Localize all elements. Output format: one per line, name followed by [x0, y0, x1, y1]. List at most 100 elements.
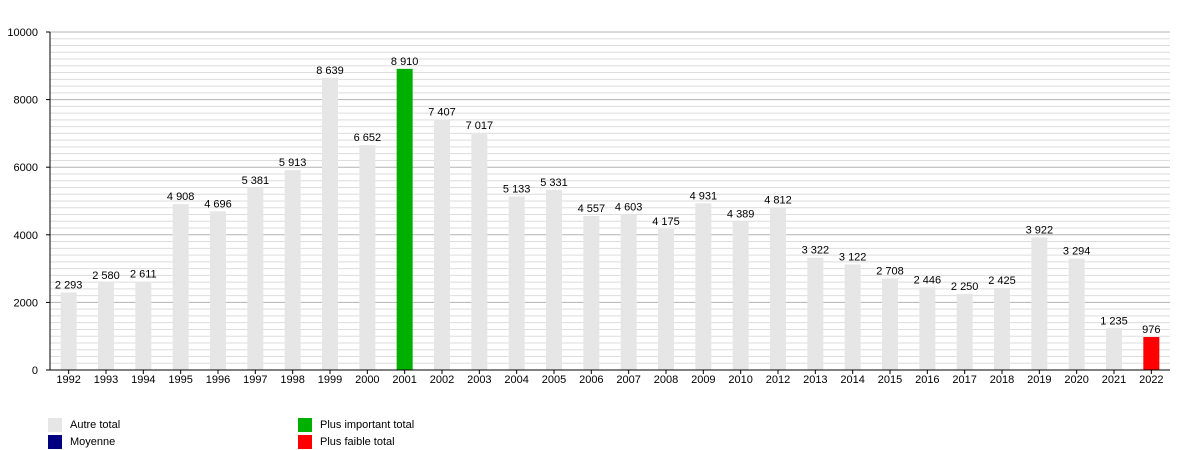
- bar: [210, 211, 226, 370]
- bar: [583, 215, 600, 370]
- data-label: 5 913: [279, 157, 307, 169]
- y-tick-label: 2000: [14, 297, 38, 309]
- data-label: 4 389: [727, 209, 755, 221]
- bar: [919, 287, 936, 370]
- legend-swatch-moyenne: [48, 435, 62, 449]
- bar: [770, 207, 786, 370]
- bar: [807, 257, 824, 370]
- y-tick-label: 10000: [7, 27, 38, 39]
- bar: [434, 119, 450, 370]
- legend-label-plus-important-total: Plus important total: [320, 419, 415, 431]
- data-label: 4 557: [578, 203, 606, 215]
- x-tick-label: 1993: [94, 374, 118, 386]
- legend-item-autre-total: Autre total: [48, 418, 120, 432]
- x-tick-label: 2013: [803, 374, 827, 386]
- data-label: 4 931: [690, 190, 718, 202]
- legend-item-plus-important-total: Plus important total: [298, 418, 414, 432]
- x-tick-label: 2014: [840, 374, 864, 386]
- y-tick-label: 0: [32, 365, 38, 377]
- data-label: 2 580: [92, 270, 120, 282]
- data-label: 4 175: [652, 216, 680, 228]
- x-tick-label: 2006: [579, 374, 603, 386]
- x-tick-label: 2010: [728, 374, 752, 386]
- y-tick-label: 8000: [14, 95, 38, 107]
- legend-item-moyenne: Moyenne: [48, 435, 115, 449]
- legend-swatch-plus-faible-total: [298, 435, 312, 449]
- x-tick-label: 1999: [318, 374, 342, 386]
- data-label: 2 446: [914, 274, 942, 286]
- x-tick-label: 2017: [952, 374, 976, 386]
- legend-label-autre-total: Autre total: [70, 419, 121, 431]
- x-tick-label: 2021: [1102, 374, 1126, 386]
- x-tick-label: 2007: [616, 374, 640, 386]
- x-tick-label: 1994: [131, 374, 155, 386]
- x-tick-label: 2018: [990, 374, 1014, 386]
- y-tick-label: 6000: [14, 162, 38, 174]
- x-tick-label: 1995: [168, 374, 192, 386]
- bar: [994, 288, 1010, 370]
- x-tick-label: 2022: [1139, 374, 1163, 386]
- data-label: 3 294: [1063, 246, 1091, 258]
- data-label: 2 708: [876, 265, 904, 277]
- x-tick-label: 2019: [1027, 374, 1051, 386]
- x-tick-label: 1997: [243, 374, 267, 386]
- bar: [471, 132, 488, 370]
- bar: [1031, 237, 1048, 370]
- legend-swatch-plus-important-total: [298, 418, 312, 432]
- x-tick-label: 2001: [392, 374, 416, 386]
- data-label: 2 250: [951, 281, 979, 293]
- data-label: 2 425: [988, 275, 1016, 287]
- data-label: 3 322: [802, 245, 830, 257]
- bar: [98, 282, 114, 370]
- bar: [135, 281, 152, 370]
- data-label: 3 922: [1026, 224, 1054, 236]
- y-tick-label: 4000: [14, 230, 38, 242]
- x-tick-label: 2004: [504, 374, 528, 386]
- data-label: 4 812: [764, 194, 792, 206]
- data-label: 2 293: [55, 279, 83, 291]
- bar: [546, 189, 562, 370]
- data-label: 976: [1142, 324, 1160, 336]
- bar: [1106, 328, 1122, 370]
- x-tick-label: 2020: [1064, 374, 1088, 386]
- bar: [322, 78, 338, 370]
- bar: [1143, 337, 1160, 370]
- bar: [882, 278, 898, 370]
- data-label: 4 908: [167, 191, 195, 203]
- legend-label-plus-faible-total: Plus faible total: [320, 436, 395, 448]
- x-tick-label: 2012: [766, 374, 790, 386]
- bar: [284, 170, 301, 370]
- bar: [172, 204, 189, 370]
- bar: [732, 221, 749, 370]
- x-tick-label: 2002: [430, 374, 454, 386]
- bar: [695, 203, 712, 370]
- data-label: 8 639: [316, 65, 344, 77]
- x-tick-label: 2009: [691, 374, 715, 386]
- data-label: 5 133: [503, 184, 531, 196]
- x-tick-label: 1996: [206, 374, 230, 386]
- bar: [658, 228, 674, 370]
- data-label: 5 381: [242, 175, 270, 187]
- bar: [508, 196, 525, 370]
- bar: [60, 292, 77, 370]
- data-label: 6 652: [354, 132, 382, 144]
- bar: [1068, 258, 1085, 370]
- data-label: 5 331: [540, 177, 568, 189]
- data-label: 4 696: [204, 198, 232, 210]
- x-tick-label: 1992: [56, 374, 80, 386]
- data-label: 4 603: [615, 201, 643, 213]
- bar: [396, 68, 413, 370]
- x-tick-label: 2005: [542, 374, 566, 386]
- x-tick-label: 2008: [654, 374, 678, 386]
- data-label: 2 611: [130, 269, 157, 281]
- x-tick-label: 1998: [280, 374, 304, 386]
- x-tick-label: 2016: [915, 374, 939, 386]
- x-tick-label: 2015: [878, 374, 902, 386]
- data-label: 3 122: [839, 251, 867, 263]
- legend-swatch-autre-total: [48, 418, 62, 432]
- legend-item-plus-faible-total: Plus faible total: [298, 435, 395, 449]
- x-tick-label: 2003: [467, 374, 491, 386]
- bar: [247, 188, 264, 370]
- data-label: 1 235: [1100, 315, 1128, 327]
